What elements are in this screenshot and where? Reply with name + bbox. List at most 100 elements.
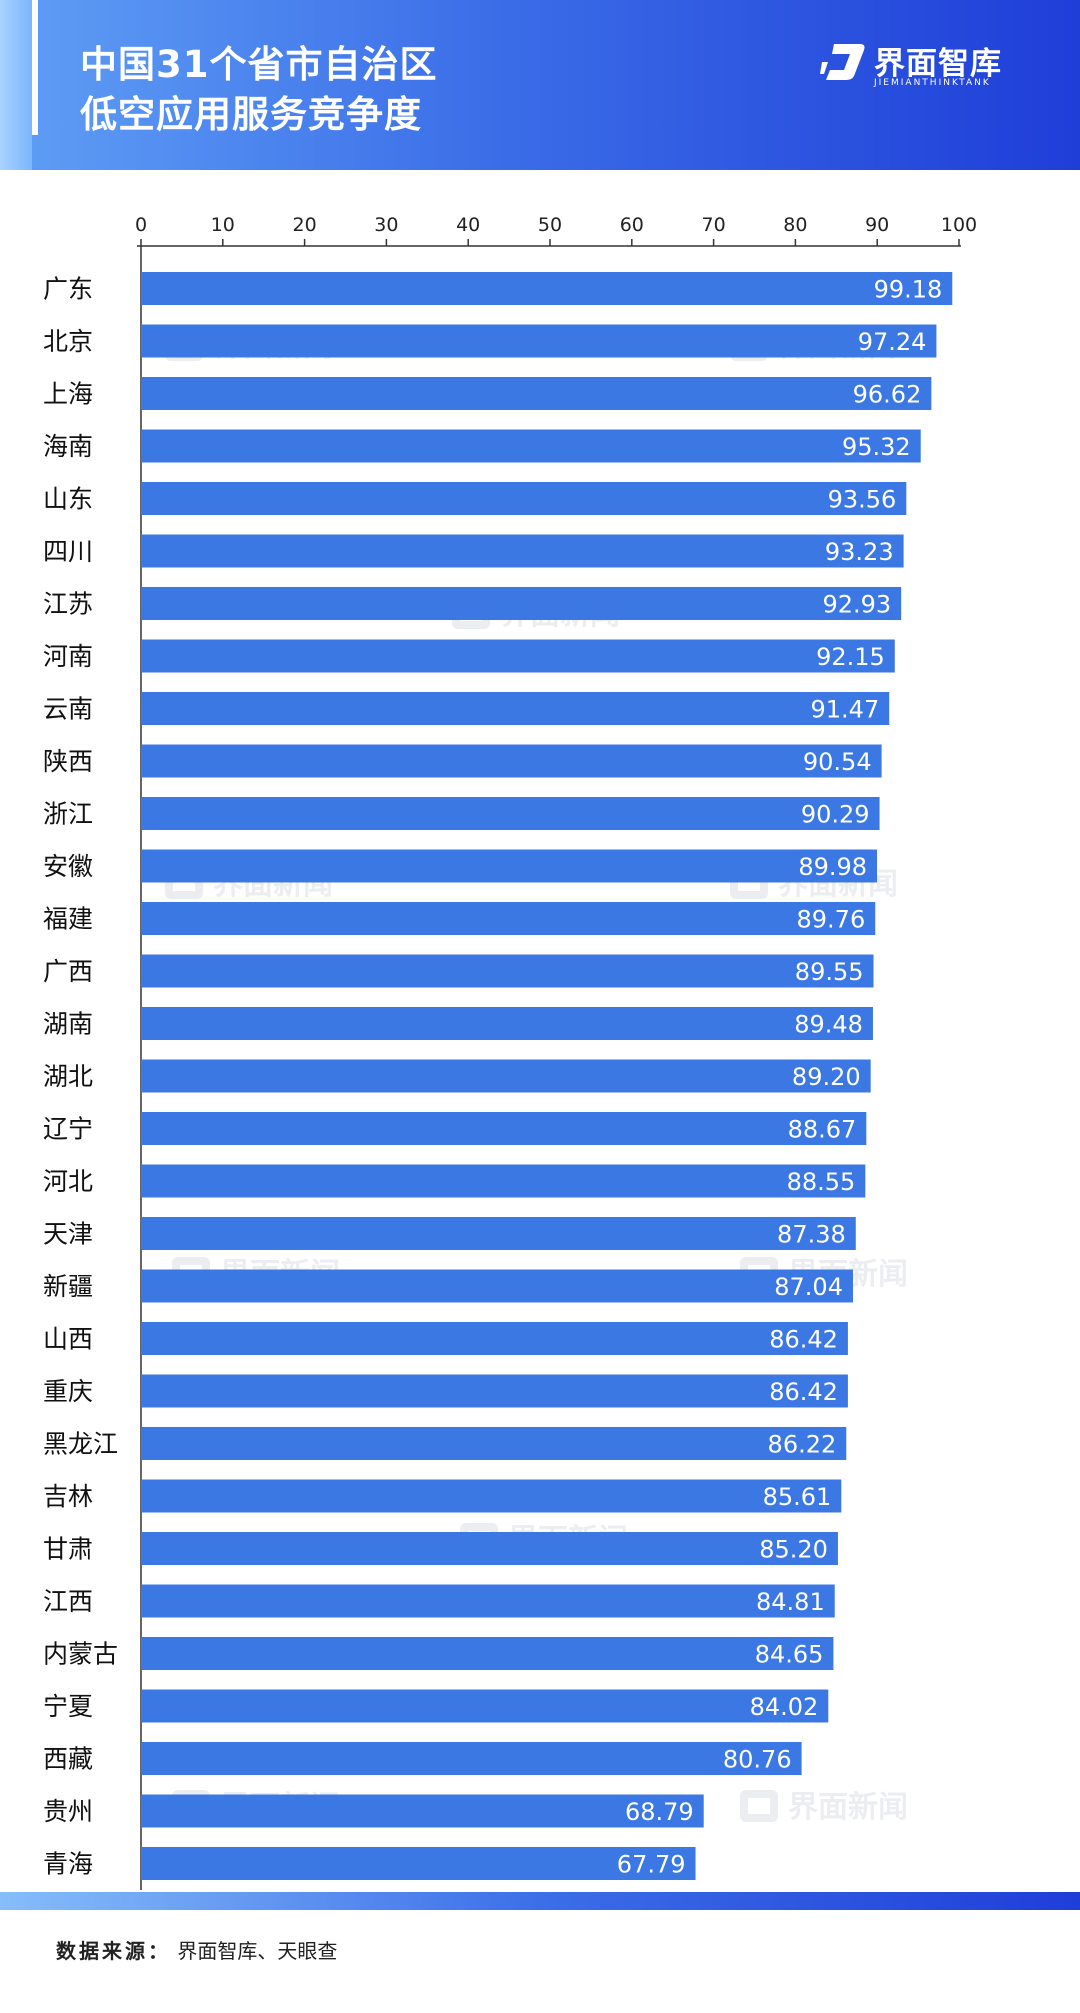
category-label: 辽宁 <box>43 1115 93 1144</box>
value-label: 93.23 <box>825 538 894 566</box>
bar-chart: 界面新闻界面新闻界面新闻界面新闻界面新闻界面新闻界面新闻界面新闻界面新闻界面新闻… <box>43 214 977 1890</box>
category-label: 青海 <box>43 1850 93 1879</box>
value-label: 99.18 <box>874 276 943 304</box>
category-label: 福建 <box>43 905 93 934</box>
value-label: 89.48 <box>794 1011 863 1039</box>
category-label: 黑龙江 <box>43 1430 118 1459</box>
x-tick-label: 20 <box>293 214 317 236</box>
value-label: 93.56 <box>828 486 897 514</box>
category-label: 贵州 <box>43 1797 93 1826</box>
value-label: 88.55 <box>787 1168 856 1196</box>
bar <box>141 1479 842 1513</box>
value-label: 95.32 <box>842 433 911 461</box>
header-banner: 中国31个省市自治区 低空应用服务竞争度 界面智库 JIEMIANTHINKTA… <box>0 0 1080 170</box>
bar <box>141 744 882 778</box>
bar <box>141 1742 802 1775</box>
footer-divider <box>0 1892 1080 1910</box>
brand-logo-text: 界面智库 <box>874 46 1002 82</box>
bar <box>141 429 921 463</box>
value-label: 86.42 <box>769 1378 838 1406</box>
x-tick-label: 50 <box>538 214 562 236</box>
svg-text:界面新闻: 界面新闻 <box>788 1790 908 1825</box>
value-label: 92.93 <box>822 591 891 619</box>
bar <box>141 1164 866 1198</box>
bar <box>141 587 902 620</box>
x-tick-label: 60 <box>620 214 644 236</box>
x-tick-label: 90 <box>865 214 889 236</box>
category-label: 湖南 <box>43 1010 93 1039</box>
bar <box>141 639 895 673</box>
bar <box>141 1689 829 1723</box>
value-label: 89.76 <box>797 906 866 934</box>
bar <box>141 849 878 883</box>
value-label: 68.79 <box>625 1798 694 1826</box>
category-label: 山西 <box>43 1325 93 1354</box>
category-label: 广西 <box>43 957 93 986</box>
category-label: 天津 <box>43 1220 93 1249</box>
category-label: 云南 <box>43 695 93 724</box>
x-tick-label: 0 <box>135 214 147 236</box>
bar <box>141 1059 871 1093</box>
bar <box>141 1269 853 1303</box>
value-label: 89.20 <box>792 1063 861 1091</box>
value-label: 84.81 <box>756 1588 825 1616</box>
value-label: 84.02 <box>750 1693 819 1721</box>
value-label: 87.38 <box>777 1221 846 1249</box>
bar <box>141 534 904 568</box>
value-label: 80.76 <box>723 1746 792 1774</box>
bar <box>141 1532 838 1565</box>
value-label: 91.47 <box>811 696 880 724</box>
category-label: 四川 <box>43 537 93 566</box>
bars <box>141 272 953 1880</box>
x-tick-label: 70 <box>702 214 726 236</box>
x-tick-label: 40 <box>456 214 480 236</box>
bar <box>141 272 953 305</box>
category-label: 湖北 <box>43 1062 93 1091</box>
data-source: 数据来源： 界面智库、天眼查 <box>56 1935 337 1964</box>
brand-logo-subtext: JIEMIANTHINKTANK <box>874 78 991 88</box>
bar <box>141 482 907 515</box>
chart-title-line-2: 低空应用服务竞争度 <box>80 93 422 136</box>
category-label: 吉林 <box>43 1482 93 1511</box>
bar <box>141 1584 835 1618</box>
chart-title-line-1: 中国31个省市自治区 <box>80 43 438 86</box>
x-tick-label: 10 <box>211 214 235 236</box>
category-label: 江苏 <box>43 590 93 619</box>
bar <box>141 1794 704 1828</box>
bar <box>141 1217 856 1250</box>
bar <box>141 1322 848 1355</box>
value-label: 88.67 <box>788 1116 857 1144</box>
value-label: 85.20 <box>759 1536 828 1564</box>
bar <box>141 1007 873 1040</box>
category-label: 河南 <box>43 642 93 671</box>
bar <box>141 1427 847 1460</box>
value-label: 89.98 <box>798 853 867 881</box>
watermark: 界面新闻 <box>740 1790 908 1825</box>
brand-logo: 界面智库 JIEMIANTHINKTANK <box>820 36 1050 96</box>
bar <box>141 692 890 725</box>
data-source-label: 数据来源： <box>56 1939 171 1963</box>
category-label: 河北 <box>43 1167 93 1196</box>
category-label: 宁夏 <box>43 1692 93 1721</box>
value-label: 97.24 <box>858 328 927 356</box>
category-label: 新疆 <box>43 1272 93 1301</box>
category-label: 浙江 <box>43 800 93 829</box>
bar <box>141 377 932 410</box>
x-tick-label: 100 <box>941 214 977 236</box>
bar <box>141 1847 696 1880</box>
header-accent-bar <box>32 0 38 135</box>
category-label: 内蒙古 <box>43 1640 118 1669</box>
category-label: 江西 <box>43 1587 93 1616</box>
category-label: 安徽 <box>43 852 93 881</box>
category-label: 海南 <box>43 432 93 461</box>
category-label: 甘肃 <box>43 1535 93 1564</box>
value-labels: 99.18 97.24 96.62 95.32 93.56 93.23 92.93 92.15… <box>617 276 942 1879</box>
data-source-value: 界面智库、天眼查 <box>177 1939 338 1963</box>
category-label: 西藏 <box>43 1745 93 1774</box>
bar <box>141 1374 848 1408</box>
category-label: 北京 <box>43 327 93 356</box>
value-label: 92.15 <box>816 643 885 671</box>
value-label: 86.22 <box>768 1431 837 1459</box>
value-label: 89.55 <box>795 958 864 986</box>
bar <box>141 1112 867 1145</box>
